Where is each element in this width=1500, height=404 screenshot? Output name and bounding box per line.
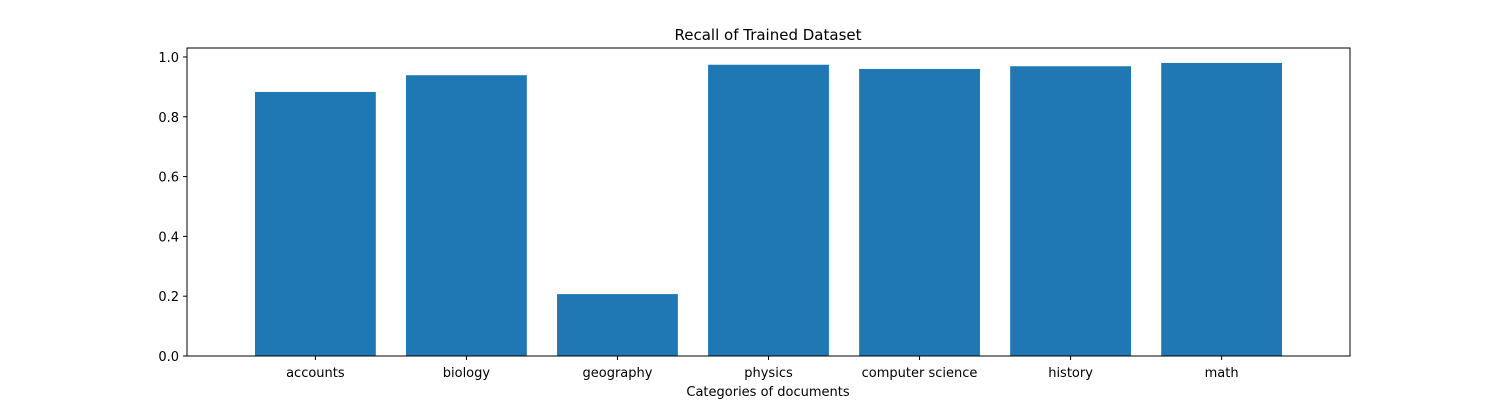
y-axis: 0.0 0.2 0.4 0.6 0.8 1.0: [158, 51, 187, 365]
x-tick-label: geography: [582, 366, 652, 381]
bar-physics: [708, 64, 829, 356]
bar-math: [1161, 62, 1283, 357]
y-tick-label: 0.8: [158, 111, 179, 126]
y-tick-label: 0.0: [158, 350, 179, 365]
y-tick-label: 0.6: [158, 171, 179, 186]
y-tick-label: 1.0: [158, 51, 179, 66]
y-tick-label: 0.2: [158, 290, 179, 305]
x-axis-label: Categories of documents: [686, 385, 849, 400]
bar-geography: [557, 294, 678, 356]
bar-computer-science: [859, 68, 980, 356]
bar-history: [1010, 66, 1131, 356]
bar-biology: [406, 75, 527, 357]
x-tick-label: physics: [744, 366, 793, 381]
bar-accounts: [254, 91, 376, 357]
chart-title: Recall of Trained Dataset: [675, 26, 862, 44]
y-tick-label: 0.4: [158, 230, 179, 245]
x-tick-label: biology: [443, 366, 491, 381]
x-tick-label: history: [1048, 366, 1093, 381]
x-axis: accounts biology geography physics computer …: [286, 356, 1239, 381]
x-tick-label: accounts: [286, 366, 345, 381]
bars-layer: [254, 62, 1283, 357]
x-tick-label: computer science: [862, 366, 978, 381]
x-tick-label: math: [1205, 366, 1239, 381]
